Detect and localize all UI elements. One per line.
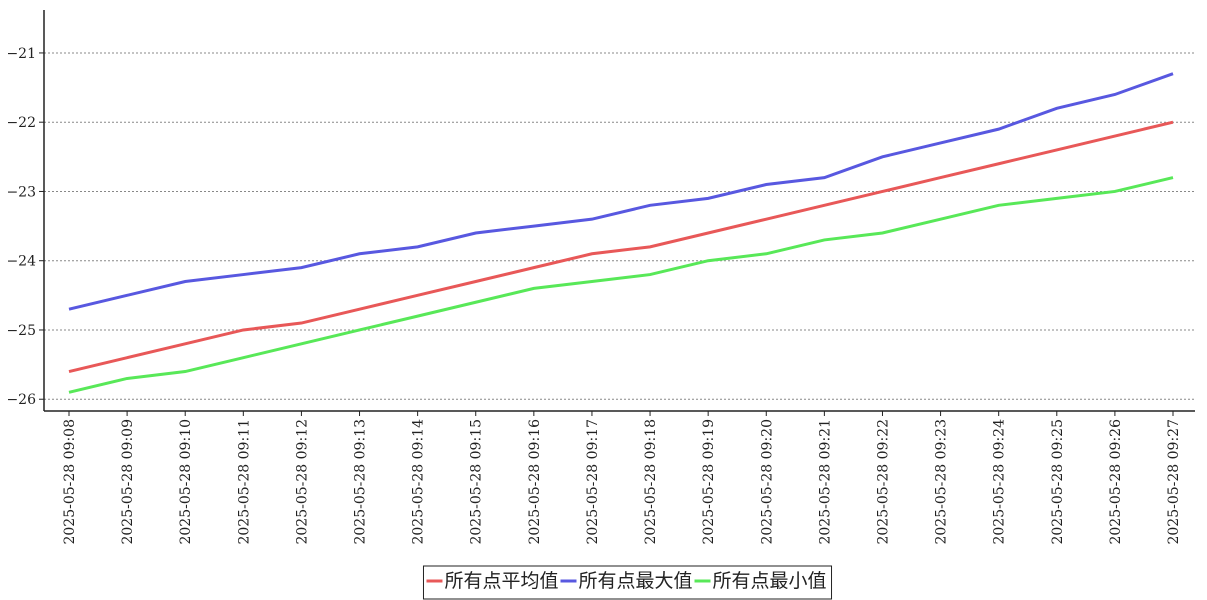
x-tick-label: 2025-05-28 09:12 <box>294 419 310 545</box>
y-tick-label: −24 <box>6 254 36 270</box>
x-tick-label: 2025-05-28 09:10 <box>178 419 194 545</box>
legend-label: 所有点最小值 <box>713 570 827 592</box>
x-tick-label: 2025-05-28 09:25 <box>1050 419 1066 545</box>
y-tick-label: −26 <box>6 392 36 408</box>
x-tick-label: 2025-05-28 09:08 <box>62 419 78 545</box>
x-tick-label: 2025-05-28 09:23 <box>934 419 950 545</box>
x-tick-label: 2025-05-28 09:20 <box>759 419 775 545</box>
x-tick-label: 2025-05-28 09:19 <box>701 419 717 545</box>
data-line <box>68 72 1174 311</box>
x-tick-label: 2025-05-28 09:13 <box>353 419 369 545</box>
x-tick-label: 2025-05-28 09:17 <box>585 419 601 545</box>
x-tick-label: 2025-05-28 09:14 <box>411 419 427 545</box>
x-tick-label: 2025-05-28 09:21 <box>817 419 833 545</box>
data-line <box>68 176 1174 394</box>
x-tick-label: 2025-05-28 09:27 <box>1166 419 1182 545</box>
y-tick-label: −21 <box>6 46 36 62</box>
y-tick-label: −22 <box>6 115 36 131</box>
data-line <box>68 120 1174 373</box>
x-tick-label: 2025-05-28 09:15 <box>469 419 485 545</box>
x-tick-label: 2025-05-28 09:11 <box>236 419 252 545</box>
x-tick-label: 2025-05-28 09:26 <box>1108 419 1124 545</box>
legend-box <box>422 565 833 600</box>
x-tick-label: 2025-05-28 09:09 <box>120 419 136 545</box>
legend: 所有点平均值 所有点最大值 所有点最小值 <box>422 565 833 600</box>
legend-label: 所有点平均值 <box>444 570 558 592</box>
x-tick-label: 2025-05-28 09:18 <box>643 419 659 545</box>
x-tick-label: 2025-05-28 09:24 <box>992 419 1008 545</box>
x-tick-label: 2025-05-28 09:22 <box>875 419 891 545</box>
y-tick-label: −23 <box>6 184 36 200</box>
x-tick-label: 2025-05-28 09:16 <box>527 419 543 545</box>
y-tick-label: −25 <box>6 323 36 339</box>
legend-label: 所有点最大值 <box>578 570 692 592</box>
